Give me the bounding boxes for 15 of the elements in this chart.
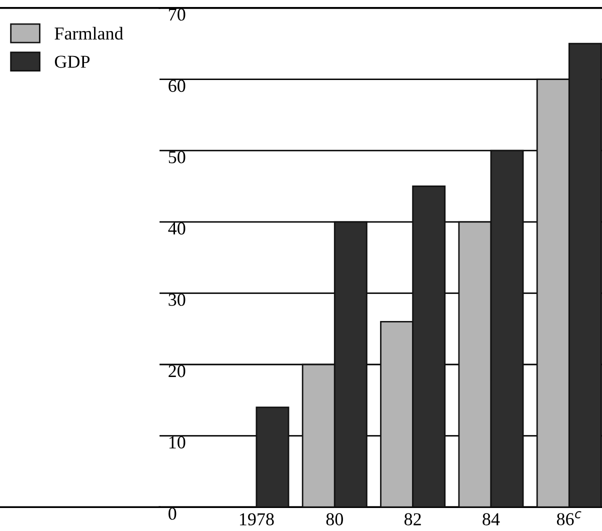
- y-tick-label: 10: [169, 436, 186, 449]
- y-tick-label: 0: [168, 508, 176, 520]
- x-tick-label: 84: [482, 513, 500, 526]
- x-tick-label: 1978: [240, 513, 274, 526]
- y-tick-label: 50: [168, 151, 186, 164]
- y-tick-label: 40: [168, 222, 186, 235]
- y-tick-label: 60: [168, 80, 186, 92]
- x-tick-label: 80: [326, 513, 343, 526]
- y-tick-label: 20: [168, 365, 186, 378]
- x-tick-label: 82: [404, 513, 421, 526]
- x-tick-label: 86$^{c}$: [556, 511, 582, 526]
- legend-label: GDP: [54, 56, 90, 68]
- legend-label: Farmland: [54, 26, 124, 40]
- y-tick-label: 70: [169, 8, 186, 21]
- y-tick-label: 30: [168, 294, 186, 306]
